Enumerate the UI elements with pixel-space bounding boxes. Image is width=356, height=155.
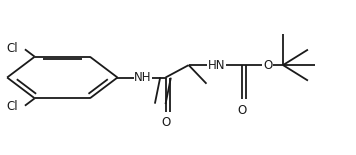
Text: O: O xyxy=(263,59,272,72)
Text: O: O xyxy=(161,116,170,129)
Text: Cl: Cl xyxy=(7,100,18,113)
Text: O: O xyxy=(237,104,247,117)
Text: HN: HN xyxy=(208,59,225,72)
Text: NH: NH xyxy=(134,71,152,84)
Text: Cl: Cl xyxy=(7,42,18,55)
